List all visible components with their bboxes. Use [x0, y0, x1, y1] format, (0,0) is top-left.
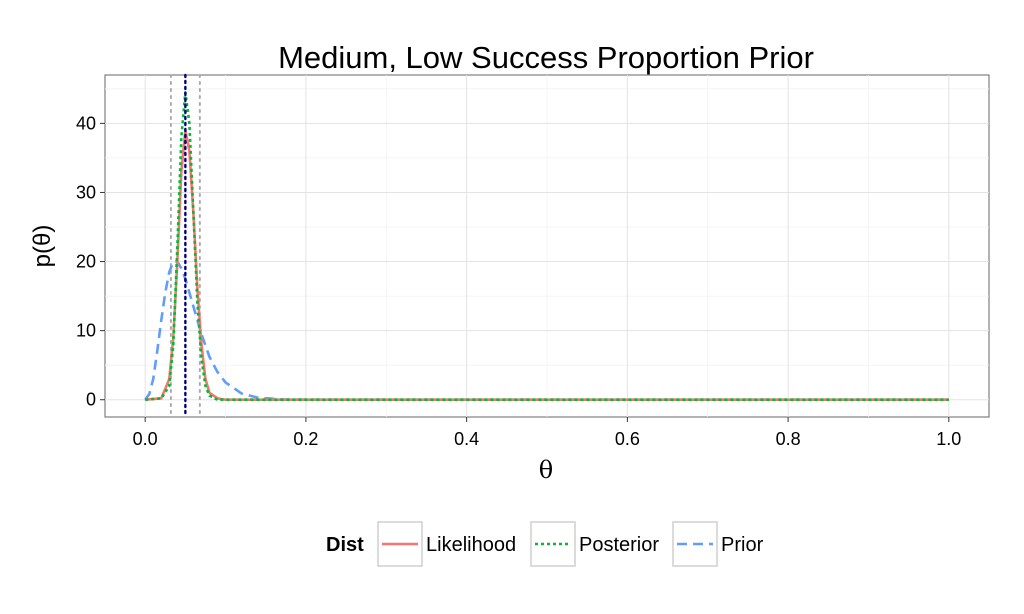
y-axis-title: p(θ) [29, 225, 56, 268]
gridlines [105, 75, 989, 417]
y-axis: 0 10 20 30 40 [76, 113, 105, 410]
legend-label-prior: Prior [721, 534, 764, 556]
series-lines [144, 73, 949, 419]
x-axis-title: θ [539, 456, 553, 484]
y-tick-label: 30 [76, 182, 96, 202]
x-tick-label: 0.6 [615, 429, 640, 449]
y-tick-label: 40 [76, 113, 96, 133]
legend: Dist Likelihood Posterior Prior [326, 521, 764, 567]
x-tick-label: 0.4 [454, 429, 479, 449]
x-tick-label: 0.8 [776, 429, 801, 449]
x-axis: 0.0 0.2 0.4 0.6 0.8 1.0 [133, 417, 961, 449]
chart-title: Medium, Low Success Proportion Prior [278, 40, 814, 75]
legend-label-likelihood: Likelihood [426, 534, 516, 556]
x-tick-label: 0.0 [133, 429, 158, 449]
x-tick-label: 1.0 [936, 429, 961, 449]
y-tick-label: 0 [86, 390, 96, 410]
y-tick-label: 20 [76, 252, 96, 272]
reference-lines [169, 74, 201, 418]
legend-label-posterior: Posterior [579, 534, 659, 556]
legend-title: Dist [326, 534, 364, 556]
y-tick-label: 10 [76, 321, 96, 341]
series-line-posterior [145, 90, 949, 402]
x-tick-label: 0.2 [293, 429, 318, 449]
